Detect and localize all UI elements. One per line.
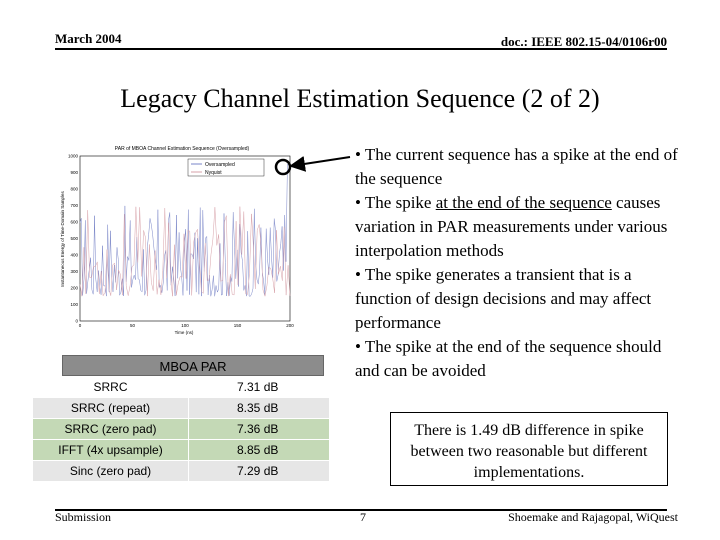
footer-rule [55, 509, 667, 511]
bullet-item: • The spike at the end of the sequence c… [355, 193, 668, 260]
y-tick-label: 200 [70, 286, 78, 291]
table-row: Sinc (zero pad) 7.29 dB [32, 460, 330, 482]
series-oversampled-line [79, 164, 290, 297]
legend-nyquist: Nyquist [205, 170, 222, 176]
plot-ylabel: Instantaneous Energy of Time-Domain Samp… [60, 190, 65, 286]
footer-authors: Shoemake and Rajagopal, WiQuest [508, 510, 678, 524]
y-tick-label: 100 [70, 302, 78, 307]
x-tick-label: 100 [181, 323, 189, 328]
table-row: SRRC (zero pad) 7.36 dB [32, 418, 330, 440]
table-title: MBOA PAR [62, 355, 324, 376]
bullet-item: • The spike at the end of the sequence s… [355, 337, 662, 380]
table-row: IFFT (4x upsample) 8.85 dB [32, 439, 330, 461]
y-tick-label: 300 [70, 269, 78, 274]
plot-legend: Oversampled Nyquist [187, 158, 265, 177]
y-tick-label: 400 [70, 253, 78, 258]
x-tick-label: 150 [234, 323, 242, 328]
y-tick-label: 700 [70, 203, 78, 208]
slide-title: Legacy Channel Estimation Sequence (2 of… [120, 84, 600, 113]
x-tick-label: 200 [286, 323, 294, 328]
y-tick-label: 900 [70, 170, 78, 175]
plot-xlabel: Time (ns) [175, 330, 194, 335]
footer-submission: Submission [55, 510, 112, 524]
legend-oversampled: Oversampled [205, 162, 235, 168]
x-tick-label: 50 [130, 323, 136, 328]
y-tick-label: 800 [70, 187, 78, 192]
table-row: SRRC 7.31 dB [32, 376, 330, 398]
header-doc-id: doc.: IEEE 802.15-04/0106r00 [500, 34, 667, 49]
bullet-list: • The current sequence has a spike at th… [355, 143, 685, 383]
plot-axes [79, 155, 291, 322]
header-date: March 2004 [55, 31, 122, 46]
y-tick-label: 0 [75, 319, 78, 324]
par-table: SRRC 7.31 dB SRRC (repeat) 8.35 dB SRRC … [32, 376, 330, 482]
y-tick-label: 1000 [68, 154, 79, 159]
plot-title: PAR of MBOA Channel Estimation Sequence … [115, 146, 250, 152]
y-tick-label: 600 [70, 220, 78, 225]
difference-note: There is 1.49 dB difference in spike bet… [390, 412, 668, 486]
par-plot: PAR of MBOA Channel Estimation Sequence … [60, 143, 305, 335]
table-row: SRRC (repeat) 8.35 dB [32, 397, 330, 419]
bullet-item: • The spike generates a transient that i… [355, 265, 652, 332]
bullet-item: • The current sequence has a spike at th… [355, 145, 678, 188]
header-rule [55, 48, 667, 50]
footer-page-number: 7 [360, 510, 366, 524]
series-nyquist-line [79, 206, 291, 297]
x-tick-label: 0 [79, 323, 82, 328]
y-tick-label: 500 [70, 236, 78, 241]
